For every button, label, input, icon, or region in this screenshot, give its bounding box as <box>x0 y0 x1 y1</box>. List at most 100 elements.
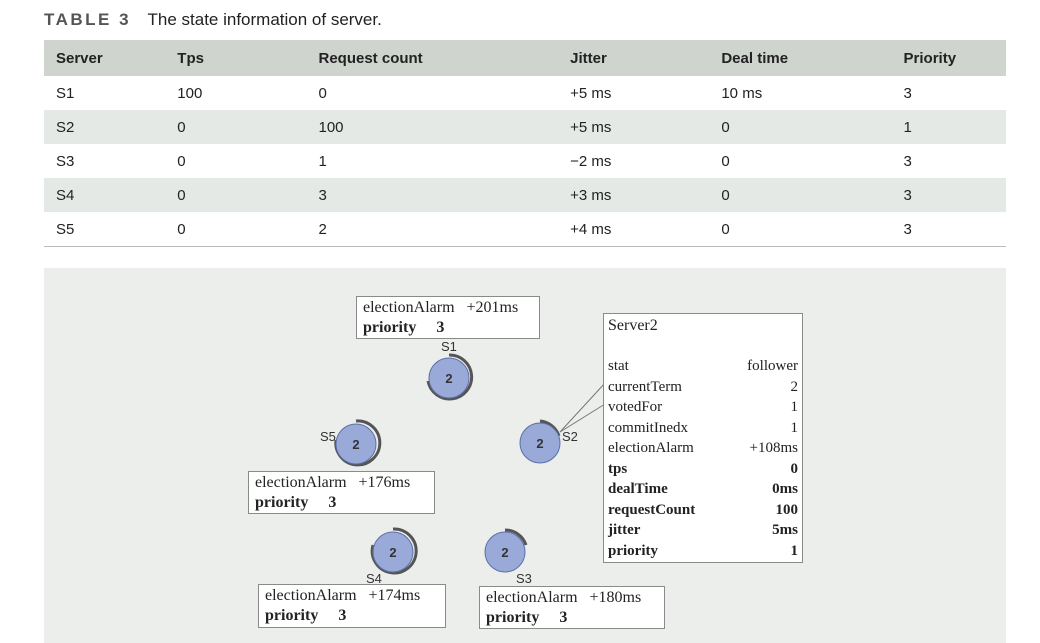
s2-connector-line <box>559 382 606 433</box>
s4-info-box: electionAlarm +174ms priority 3 <box>258 584 446 628</box>
table-row: S3 0 1 −2 ms 0 3 <box>44 144 1006 178</box>
cell-priority: 3 <box>903 84 912 102</box>
header-server: Server <box>44 40 166 76</box>
node-s5[interactable]: 2 <box>334 419 382 467</box>
cell-jitter: +5 ms <box>558 110 710 144</box>
election-alarm-label: electionAlarm <box>265 587 357 604</box>
server2-panel-title: Server2 <box>608 317 658 334</box>
prop-row: dealTime 0ms <box>608 479 798 500</box>
prop-value: 0ms <box>772 481 798 497</box>
priority-label: priority <box>486 609 540 626</box>
s1-node-circle <box>428 357 470 399</box>
header-tps: Tps <box>165 40 307 76</box>
cell-tps: 0 <box>165 178 307 212</box>
table-header-row: Server Tps Request count Jitter Deal tim… <box>44 40 1006 76</box>
cell-server: S1 <box>56 84 75 102</box>
prop-row: commitInedx 1 <box>608 418 798 439</box>
prop-key: jitter <box>608 522 641 538</box>
prop-row: jitter 5ms <box>608 520 798 541</box>
s1-label: S1 <box>441 339 457 354</box>
priority-label: priority <box>265 607 319 624</box>
prop-value: +108ms <box>749 440 798 456</box>
cell-request-count: 2 <box>306 212 559 247</box>
s2-node-circle <box>519 422 561 464</box>
prop-value: 0 <box>790 460 799 477</box>
s2-connector-line <box>559 403 606 433</box>
table-row: S1 100 0 +5 ms 10 ms 3 <box>44 76 1006 110</box>
prop-key: electionAlarm <box>608 440 694 456</box>
header-jitter: Jitter <box>558 40 710 76</box>
s5-node-circle <box>335 423 377 465</box>
prop-key: requestCount <box>608 501 696 518</box>
priority-value: 3 <box>338 607 347 624</box>
election-alarm-value: +180ms <box>589 589 642 606</box>
s1-term: 2 <box>445 371 452 386</box>
cell-priority: 3 <box>891 178 1006 212</box>
cell-tps: 0 <box>177 152 186 170</box>
election-alarm-value: +174ms <box>368 587 421 604</box>
cell-server: S4 <box>44 178 166 212</box>
s3-label: S3 <box>516 571 532 586</box>
cell-request-count: 100 <box>306 110 559 144</box>
node-s3[interactable]: 2 <box>484 528 528 573</box>
cell-jitter: +4 ms <box>558 212 710 247</box>
s4-node-circle <box>372 531 414 573</box>
table-caption: TABLE 3 The state information of server. <box>44 10 382 30</box>
election-alarm-label: electionAlarm <box>486 589 578 606</box>
s3-node-circle <box>484 531 526 573</box>
cell-tps: 0 <box>165 110 307 144</box>
s2-term: 2 <box>536 436 543 451</box>
server2-props-table: stat follower currentTerm 2 votedFor 1 comm… <box>608 356 798 561</box>
cell-request-count: 0 <box>318 84 327 102</box>
s2-label: S2 <box>562 429 578 444</box>
header-deal-time: Deal time <box>709 40 892 76</box>
election-alarm-value: +176ms <box>358 474 411 491</box>
election-alarm-label: electionAlarm <box>363 299 455 316</box>
server2-detail-panel: Server2 stat follower currentTerm 2 votedF… <box>603 313 803 563</box>
cell-priority: 1 <box>891 110 1006 144</box>
s3-timer-arc <box>504 528 528 546</box>
prop-key: currentTerm <box>608 378 682 395</box>
cell-request-count: 1 <box>318 152 327 170</box>
cell-jitter: −2 ms <box>570 152 612 170</box>
prop-value: 1 <box>790 542 799 559</box>
table-caption-text: The state information of server. <box>147 10 382 29</box>
node-s1[interactable]: 2 <box>426 353 474 401</box>
prop-key: tps <box>608 460 628 477</box>
prop-value: 1 <box>790 419 799 436</box>
prop-row: stat follower <box>608 356 798 377</box>
node-s2[interactable]: 2 <box>519 419 561 464</box>
prop-key: priority <box>608 542 658 559</box>
cell-request-count: 3 <box>306 178 559 212</box>
s5-term: 2 <box>352 437 359 452</box>
prop-row: currentTerm 2 <box>608 377 798 398</box>
s1-info-box: electionAlarm +201ms priority 3 <box>356 296 540 339</box>
prop-row: requestCount 100 <box>608 500 798 521</box>
prop-value: 2 <box>790 378 799 395</box>
prop-value: 5ms <box>772 522 798 538</box>
priority-label: priority <box>255 494 309 511</box>
cell-jitter: +5 ms <box>570 84 612 102</box>
priority-value: 3 <box>436 319 445 336</box>
prop-row: tps 0 <box>608 459 798 480</box>
table-row: S4 0 3 +3 ms 0 3 <box>44 178 1006 212</box>
election-alarm-value: +201ms <box>466 299 519 316</box>
cell-server: S2 <box>44 110 166 144</box>
cell-priority: 3 <box>891 212 1006 247</box>
s3-info-box: electionAlarm +180ms priority 3 <box>479 586 665 629</box>
prop-key: commitInedx <box>608 419 688 436</box>
prop-row: electionAlarm +108ms <box>608 438 798 459</box>
cell-deal-time: 0 <box>709 212 892 247</box>
table-row: S5 0 2 +4 ms 0 3 <box>44 212 1006 247</box>
prop-key: stat <box>608 358 629 374</box>
s4-label: S4 <box>366 571 382 586</box>
cell-deal-time: 0 <box>709 110 892 144</box>
node-s4[interactable]: 2 <box>370 527 418 575</box>
cell-jitter: +3 ms <box>558 178 710 212</box>
table-row: S2 0 100 +5 ms 0 1 <box>44 110 1006 144</box>
table-caption-label: TABLE 3 <box>44 10 132 29</box>
cell-tps: 100 <box>177 84 203 102</box>
election-alarm-label: electionAlarm <box>255 474 347 491</box>
server-state-table: Server Tps Request count Jitter Deal tim… <box>44 40 1006 247</box>
prop-key: dealTime <box>608 481 668 497</box>
